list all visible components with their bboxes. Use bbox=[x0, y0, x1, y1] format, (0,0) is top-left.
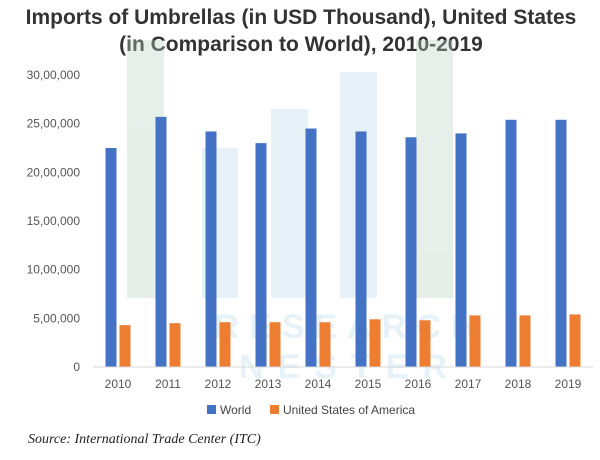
legend-label-1: United States of America bbox=[283, 403, 415, 417]
chart-title: Imports of Umbrellas (in USD Thousand), … bbox=[6, 4, 596, 58]
x-tick-label: 2012 bbox=[205, 377, 232, 391]
y-tick-label: 5,00,000 bbox=[33, 311, 80, 325]
bar-world-2017 bbox=[455, 133, 467, 367]
bars bbox=[105, 116, 581, 367]
x-tick-label: 2016 bbox=[405, 377, 432, 391]
legend: World United States of America bbox=[207, 403, 415, 417]
x-tick-label: 2017 bbox=[455, 377, 482, 391]
y-tick-label: 15,00,000 bbox=[27, 214, 81, 228]
bar-usa-2016 bbox=[419, 320, 431, 367]
x-tick-label: 2013 bbox=[255, 377, 282, 391]
bar-usa-2012 bbox=[219, 322, 231, 367]
chart-title-line-1: Imports of Umbrellas (in USD Thousand), … bbox=[25, 6, 577, 29]
bar-world-2010 bbox=[105, 148, 117, 367]
legend-label-0: World bbox=[220, 403, 251, 417]
bar-usa-2018 bbox=[519, 315, 531, 367]
bar-world-2011 bbox=[155, 116, 167, 367]
x-tick-label: 2011 bbox=[155, 377, 181, 391]
bar-usa-2013 bbox=[269, 322, 281, 367]
x-tick-label: 2018 bbox=[505, 377, 532, 391]
bar-world-2014 bbox=[305, 128, 317, 367]
legend-swatch-0 bbox=[207, 405, 216, 414]
watermark-text-1: RESEARCH bbox=[215, 308, 486, 346]
y-tick-label: 10,00,000 bbox=[27, 263, 81, 277]
chart-title-line-2: (in Comparison to World), 2010-2019 bbox=[119, 33, 483, 56]
x-tick-label: 2010 bbox=[105, 377, 132, 391]
bar-usa-2015 bbox=[369, 319, 381, 367]
y-axis: 0 5,00,000 10,00,000 15,00,000 20,00,000 25,0… bbox=[27, 68, 81, 374]
bar-usa-2010 bbox=[119, 325, 131, 367]
x-tick-label: 2019 bbox=[555, 377, 582, 391]
x-tick-label: 2014 bbox=[305, 377, 332, 391]
bar-world-2016 bbox=[405, 137, 417, 367]
bar-world-2012 bbox=[205, 131, 217, 367]
x-axis: 2010 2011 2012 2013 2014 2015 2016 2017 2018 2019 bbox=[93, 366, 593, 391]
bar-world-2019 bbox=[555, 119, 567, 367]
legend-swatch-1 bbox=[270, 405, 279, 414]
bar-usa-2011 bbox=[169, 323, 181, 367]
bar-usa-2014 bbox=[319, 322, 331, 367]
bar-world-2013 bbox=[255, 143, 267, 367]
bar-usa-2017 bbox=[469, 315, 481, 367]
y-tick-label: 30,00,000 bbox=[27, 68, 81, 82]
bar-world-2018 bbox=[505, 119, 517, 367]
y-tick-label: 25,00,000 bbox=[27, 117, 81, 131]
y-tick-label: 20,00,000 bbox=[27, 165, 81, 179]
bar-world-2015 bbox=[355, 131, 367, 367]
bar-usa-2019 bbox=[569, 314, 581, 367]
y-tick-label: 0 bbox=[73, 360, 80, 374]
x-tick-label: 2015 bbox=[355, 377, 382, 391]
source-note: Source: International Trade Center (ITC) bbox=[28, 432, 261, 447]
